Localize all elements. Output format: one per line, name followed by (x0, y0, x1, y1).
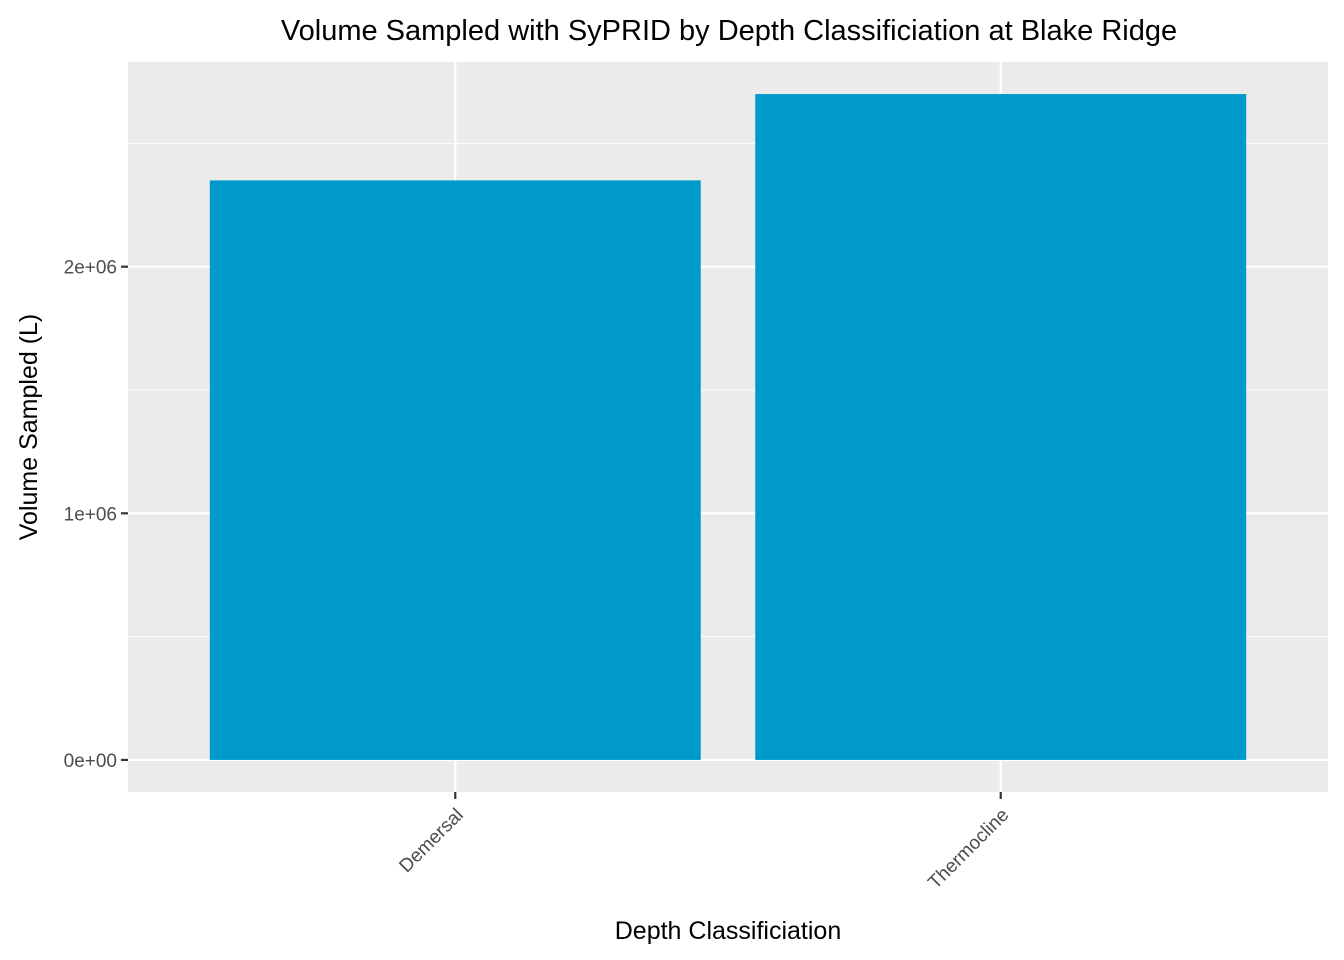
bar-thermocline (755, 94, 1247, 760)
y-tick-label: 0e+00 (64, 751, 117, 772)
y-axis-title: Volume Sampled (L) (15, 314, 43, 541)
y-tick-label: 1e+06 (64, 504, 117, 525)
bars (209, 94, 1247, 760)
bar-demersal (209, 180, 701, 760)
y-axis: 0e+00 1e+06 2e+06 (64, 258, 128, 772)
x-tick-label: Demersal (395, 805, 467, 877)
x-axis-title: Depth Classificiation (615, 917, 842, 945)
y-tick-label: 2e+06 (64, 258, 117, 279)
x-tick-label: Thermocline (924, 805, 1013, 894)
x-axis: Demersal Thermocline (395, 792, 1013, 893)
chart-title: Volume Sampled with SyPRID by Depth Clas… (281, 15, 1177, 47)
